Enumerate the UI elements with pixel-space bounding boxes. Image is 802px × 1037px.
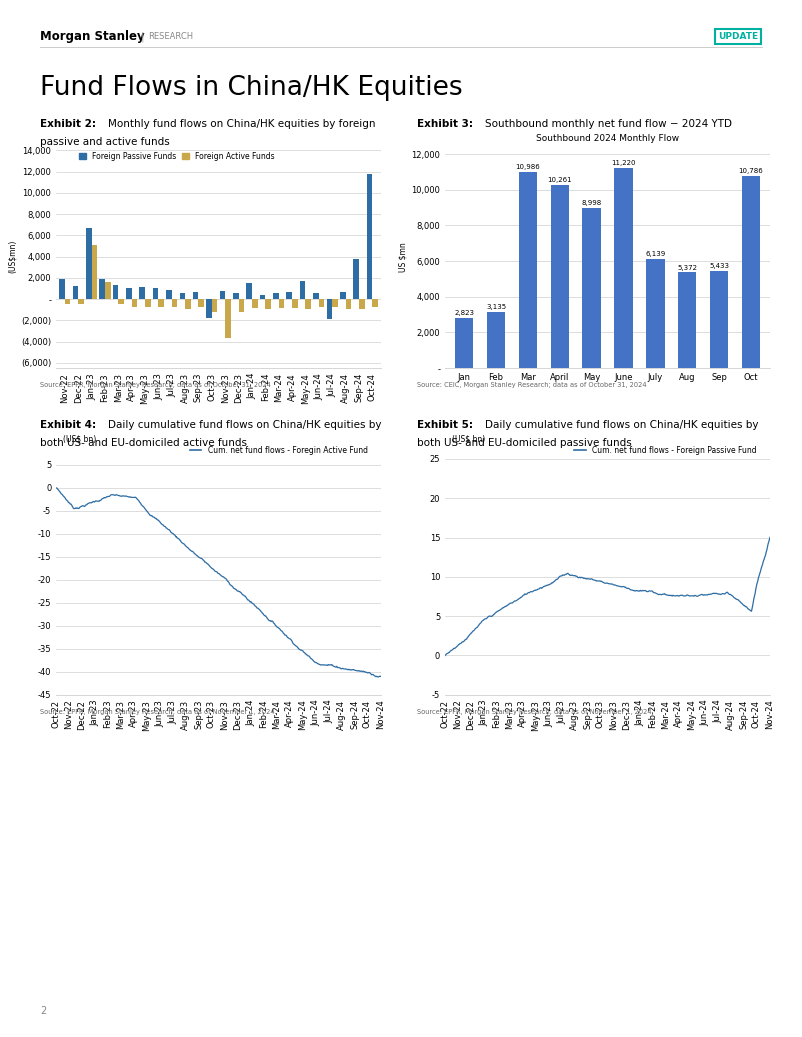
- Bar: [166, 289, 172, 299]
- Bar: [550, 186, 569, 368]
- Bar: [172, 299, 177, 307]
- Bar: [252, 299, 257, 308]
- Legend: Foreign Passive Funds, Foreign Active Funds: Foreign Passive Funds, Foreign Active Fu…: [76, 149, 277, 164]
- Bar: [193, 292, 199, 299]
- Bar: [119, 299, 124, 305]
- Bar: [132, 299, 137, 307]
- Bar: [340, 291, 346, 299]
- Text: (US$ bn): (US$ bn): [63, 435, 96, 444]
- Bar: [354, 259, 359, 299]
- Bar: [614, 168, 633, 368]
- Text: 6,139: 6,139: [645, 251, 666, 257]
- Bar: [199, 299, 205, 307]
- Bar: [91, 245, 97, 299]
- Bar: [273, 292, 279, 299]
- Bar: [286, 291, 292, 299]
- Text: both US- and EU-domiciled active funds: both US- and EU-domiciled active funds: [40, 438, 247, 448]
- Bar: [292, 299, 298, 308]
- Text: 10,261: 10,261: [548, 177, 572, 184]
- Bar: [145, 299, 151, 307]
- Bar: [346, 299, 351, 309]
- Bar: [710, 272, 728, 368]
- Bar: [326, 299, 332, 319]
- Text: Source: EPFR, Morgan Stanley Research; data as of November 1, 2024.: Source: EPFR, Morgan Stanley Research; d…: [40, 709, 277, 716]
- Text: both US- and EU-domiciled passive funds: both US- and EU-domiciled passive funds: [417, 438, 632, 448]
- Text: passive and active funds: passive and active funds: [40, 137, 170, 147]
- Bar: [246, 283, 252, 299]
- Bar: [332, 299, 338, 307]
- Bar: [487, 312, 505, 368]
- Text: Monthly fund flows on China/HK equities by foreign: Monthly fund flows on China/HK equities …: [108, 119, 376, 130]
- Text: 10,986: 10,986: [516, 165, 541, 170]
- Title: Southbound 2024 Monthly Flow: Southbound 2024 Monthly Flow: [536, 134, 679, 143]
- Bar: [212, 299, 217, 312]
- Y-axis label: (US$mn): (US$mn): [8, 240, 17, 274]
- Bar: [313, 292, 319, 299]
- Bar: [678, 273, 696, 368]
- Text: 11,220: 11,220: [611, 161, 636, 166]
- Legend: Cum. net fund flows - Foreign Passive Fund: Cum. net fund flows - Foreign Passive Fu…: [571, 443, 759, 458]
- Text: 5,372: 5,372: [677, 264, 697, 271]
- Text: Fund Flows in China/HK Equities: Fund Flows in China/HK Equities: [40, 75, 463, 102]
- Bar: [455, 317, 473, 368]
- Text: 10,786: 10,786: [739, 168, 764, 174]
- Bar: [220, 290, 225, 299]
- Bar: [113, 285, 119, 299]
- Bar: [185, 299, 191, 309]
- Bar: [519, 172, 537, 368]
- Text: (US$ bn): (US$ bn): [452, 435, 485, 444]
- Bar: [105, 282, 111, 299]
- Bar: [225, 299, 231, 338]
- Text: 8,998: 8,998: [581, 200, 602, 206]
- Bar: [319, 299, 325, 307]
- Text: Source: EPFR, Morgan Stanley Research; data as of October 31, 2024: Source: EPFR, Morgan Stanley Research; d…: [40, 382, 271, 388]
- Text: 5,433: 5,433: [709, 263, 729, 270]
- Bar: [59, 279, 65, 299]
- Text: Exhibit 4:: Exhibit 4:: [40, 420, 96, 430]
- Text: Exhibit 2:: Exhibit 2:: [40, 119, 96, 130]
- Text: |: |: [140, 31, 144, 41]
- Bar: [73, 286, 79, 299]
- Text: Morgan Stanley: Morgan Stanley: [40, 30, 144, 43]
- Text: RESEARCH: RESEARCH: [148, 32, 193, 40]
- Text: Exhibit 5:: Exhibit 5:: [417, 420, 473, 430]
- Bar: [582, 207, 601, 368]
- Text: Source: CEIC, Morgan Stanley Research; data as of October 31, 2024: Source: CEIC, Morgan Stanley Research; d…: [417, 382, 646, 388]
- Bar: [742, 175, 760, 368]
- Legend: Cum. net fund flows - Foregin Active Fund: Cum. net fund flows - Foregin Active Fun…: [187, 443, 371, 458]
- Bar: [372, 299, 378, 307]
- Bar: [646, 258, 665, 368]
- Bar: [359, 299, 365, 309]
- Text: 3,135: 3,135: [486, 305, 506, 310]
- Bar: [260, 295, 265, 299]
- Bar: [265, 299, 271, 309]
- Bar: [180, 292, 185, 299]
- Y-axis label: US $mn: US $mn: [399, 242, 407, 272]
- Text: Daily cumulative fund flows on China/HK equities by: Daily cumulative fund flows on China/HK …: [108, 420, 382, 430]
- Bar: [206, 299, 212, 318]
- Text: Daily cumulative fund flows on China/HK equities by: Daily cumulative fund flows on China/HK …: [485, 420, 759, 430]
- Bar: [233, 292, 239, 299]
- Bar: [86, 228, 91, 299]
- Bar: [99, 279, 105, 299]
- Text: Exhibit 3:: Exhibit 3:: [417, 119, 473, 130]
- Text: 2,823: 2,823: [454, 310, 474, 316]
- Text: Southbound monthly net fund flow − 2024 YTD: Southbound monthly net fund flow − 2024 …: [485, 119, 732, 130]
- Text: Source: EPFR, Morgan Stanley Research; data as of November 1, 2024.: Source: EPFR, Morgan Stanley Research; d…: [417, 709, 654, 716]
- Text: 2: 2: [40, 1006, 47, 1016]
- Bar: [140, 287, 145, 299]
- Bar: [239, 299, 245, 312]
- Bar: [153, 288, 159, 299]
- Text: UPDATE: UPDATE: [718, 32, 758, 40]
- Bar: [367, 174, 372, 299]
- Bar: [300, 281, 306, 299]
- Bar: [79, 299, 84, 305]
- Bar: [126, 288, 132, 299]
- Bar: [65, 299, 71, 305]
- Bar: [306, 299, 311, 309]
- Bar: [279, 299, 285, 308]
- Bar: [159, 299, 164, 307]
